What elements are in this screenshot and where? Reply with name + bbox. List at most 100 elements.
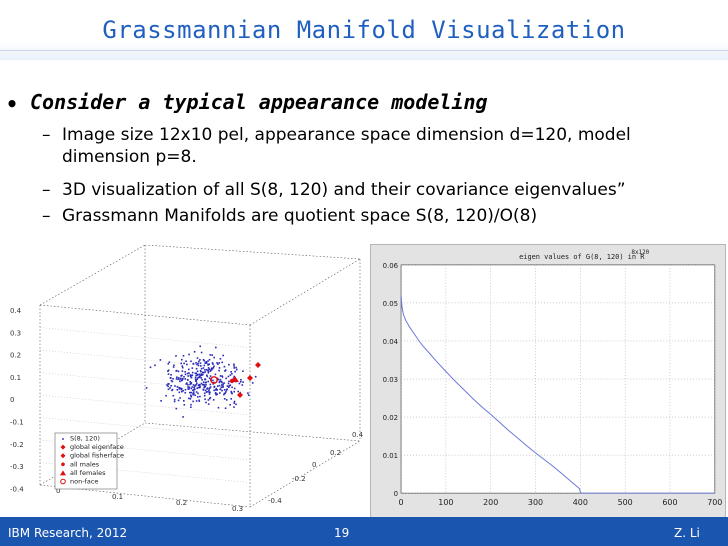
scatter-point bbox=[189, 381, 191, 383]
scatter-point bbox=[213, 356, 215, 359]
scatter-point bbox=[192, 384, 195, 386]
scatter-point bbox=[213, 365, 215, 368]
scatter-point bbox=[190, 382, 192, 385]
scatter-point bbox=[217, 363, 219, 365]
scatter-point bbox=[181, 358, 183, 361]
scatter-point bbox=[177, 370, 180, 373]
z-tick-label: -0.3 bbox=[10, 463, 24, 471]
scatter-point bbox=[194, 394, 196, 397]
eigenvalue-series-line bbox=[400, 295, 715, 494]
scatter-point bbox=[168, 361, 171, 363]
y-tick-label: 0.2 bbox=[330, 449, 341, 457]
scatter-point bbox=[235, 366, 237, 369]
scatter-point bbox=[199, 359, 201, 361]
scatter-point bbox=[184, 388, 187, 391]
scatter-point bbox=[189, 391, 191, 394]
scatter-point bbox=[181, 366, 184, 369]
scatter-point bbox=[199, 345, 201, 348]
axis-edge bbox=[144, 245, 361, 260]
scatter-point bbox=[181, 390, 183, 393]
scatter-point bbox=[228, 363, 230, 366]
scatter-point bbox=[190, 394, 192, 397]
scatter-point bbox=[198, 360, 200, 363]
scatter-point bbox=[203, 385, 206, 387]
scatter-point bbox=[215, 387, 218, 390]
legend-swatch bbox=[60, 444, 66, 450]
grid-line bbox=[39, 439, 251, 461]
scatter-point bbox=[190, 403, 192, 406]
scatter-point bbox=[176, 386, 179, 388]
scatter-point bbox=[167, 373, 170, 375]
scatter-point bbox=[200, 365, 202, 367]
grid-line bbox=[39, 349, 251, 371]
scatter-point bbox=[184, 373, 187, 376]
scatter-point bbox=[209, 396, 212, 399]
scatter-point bbox=[218, 362, 220, 364]
scatter-point bbox=[181, 365, 184, 367]
scatter-point bbox=[205, 401, 207, 404]
scatter-point bbox=[227, 382, 230, 385]
scatter-point bbox=[234, 370, 236, 373]
scatter-point bbox=[190, 396, 193, 398]
eigenvalue-chart: 0 100 200 300 400 500 600 700 0 0.01 0.02 0.03 0.04 0… bbox=[383, 249, 723, 507]
scatter-point bbox=[208, 388, 210, 390]
scatter-point bbox=[145, 387, 148, 389]
scatter-point bbox=[204, 369, 206, 371]
scatter-point bbox=[195, 400, 198, 402]
scatter-point bbox=[233, 367, 235, 369]
scatter-point bbox=[240, 378, 242, 381]
z-tick-label: -0.1 bbox=[10, 419, 24, 427]
scatter-point bbox=[183, 362, 185, 365]
scatter-point bbox=[222, 385, 224, 387]
footer-author: Z. Li bbox=[674, 526, 700, 540]
scatter-point bbox=[219, 358, 222, 360]
scatter-point bbox=[230, 390, 233, 393]
slide-title: Grassmannian Manifold Visualization bbox=[102, 16, 626, 44]
scatter-point bbox=[223, 382, 225, 384]
scatter-point bbox=[221, 381, 223, 384]
legend-label: global fisherface bbox=[70, 452, 124, 460]
scatter-point bbox=[182, 355, 185, 357]
x-tick-label: 500 bbox=[618, 498, 633, 507]
scatter-point bbox=[201, 379, 203, 381]
footer-bar: IBM Research, 2012 19 Z. Li bbox=[0, 517, 728, 546]
scatter-point bbox=[169, 387, 171, 389]
scatter-point bbox=[195, 383, 197, 386]
scatter-point bbox=[196, 382, 198, 384]
y-tick-label: 0.06 bbox=[383, 262, 398, 270]
scatter-point bbox=[228, 380, 230, 383]
highlight-marker bbox=[210, 376, 218, 384]
scatter-point bbox=[225, 377, 227, 380]
scatter-point bbox=[195, 391, 198, 393]
scatter-point bbox=[194, 388, 196, 391]
scatter-point bbox=[204, 389, 207, 392]
scatter-point bbox=[192, 362, 195, 365]
scatter-point bbox=[177, 399, 180, 402]
scatter-point bbox=[205, 361, 208, 363]
z-tick-label: 0 bbox=[10, 396, 14, 404]
scatter-point bbox=[218, 369, 220, 372]
scatter-point bbox=[200, 367, 203, 370]
scatter-point bbox=[201, 371, 204, 374]
scatter-point bbox=[209, 375, 212, 377]
scatter-point bbox=[191, 367, 194, 369]
legend-label: non-face bbox=[70, 478, 98, 486]
scatter-point bbox=[208, 397, 211, 400]
scatter-point bbox=[186, 382, 188, 384]
sub-bullet-text: Image size 12x10 pel, appearance space d… bbox=[62, 125, 631, 167]
scatter-point bbox=[175, 378, 178, 380]
title-bar: Grassmannian Manifold Visualization bbox=[0, 0, 728, 60]
sub-bullet-text: Grassmann Manifolds are quotient space S… bbox=[62, 206, 538, 226]
scatter-point bbox=[220, 380, 223, 383]
scatter-point bbox=[225, 399, 228, 401]
scatter-point bbox=[201, 373, 203, 376]
highlight-marker bbox=[247, 375, 253, 381]
scatter-point bbox=[217, 378, 220, 381]
scatter-point bbox=[235, 368, 238, 371]
scatter-point bbox=[247, 392, 249, 394]
scatter-point bbox=[178, 386, 180, 389]
scatter-point bbox=[188, 368, 190, 371]
scatter-point bbox=[180, 377, 182, 380]
scatter-point bbox=[169, 377, 172, 379]
sub-bullet-2: – 3D visualization of all S(8, 120) and … bbox=[42, 179, 682, 201]
